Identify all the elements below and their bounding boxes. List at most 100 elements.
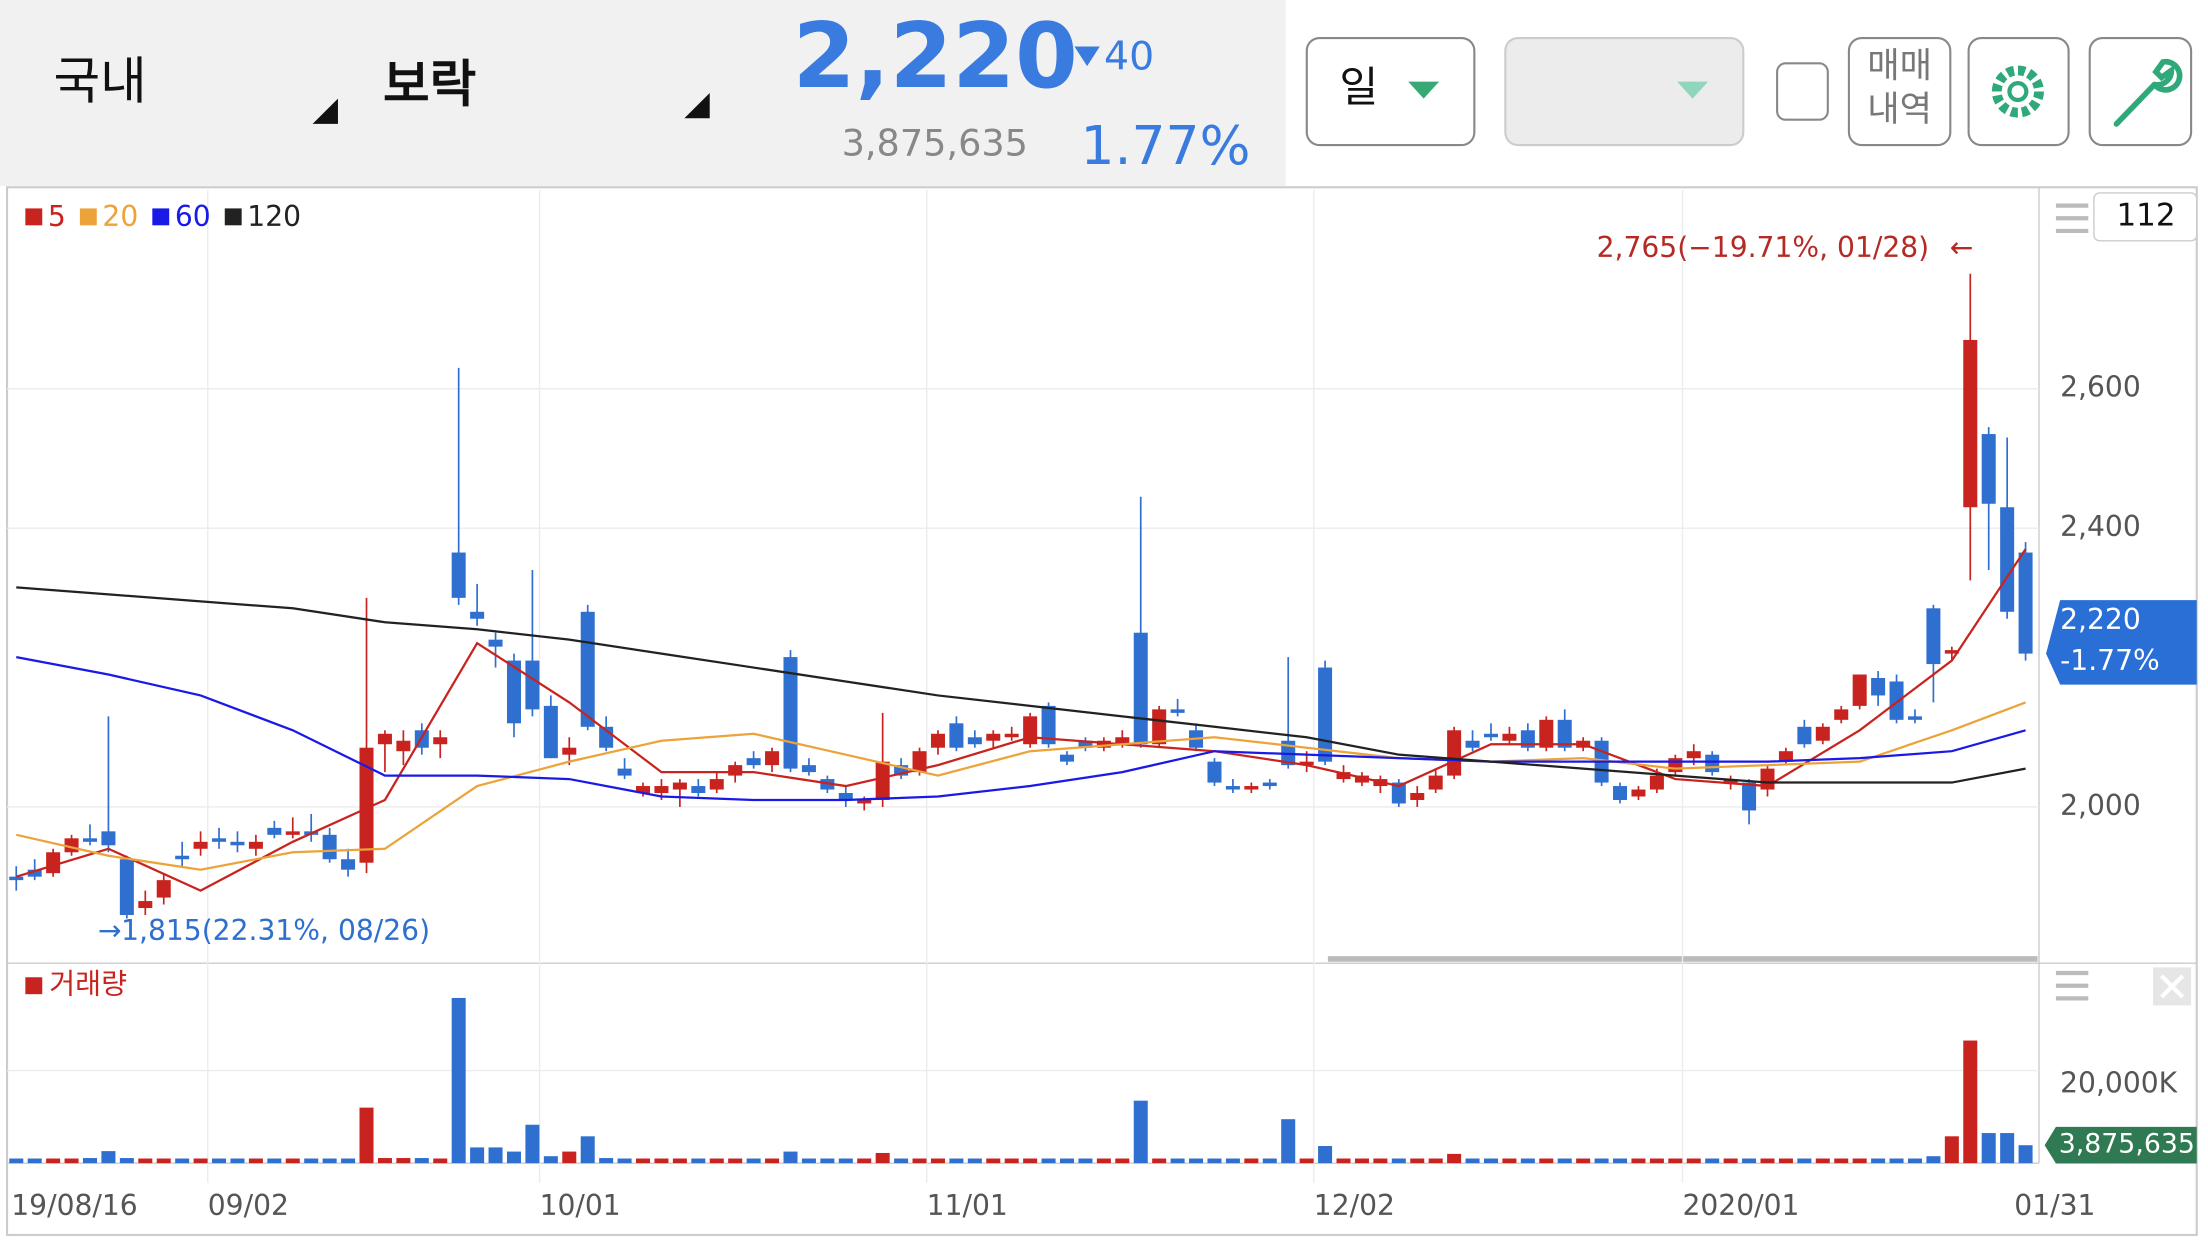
candle-body [1354, 775, 1369, 783]
settings-button[interactable] [1967, 36, 2070, 147]
arrow-icon: ← [1950, 231, 1974, 264]
candle-body [949, 723, 964, 748]
market-select[interactable]: 국내 [54, 51, 147, 110]
volume-bar [1815, 1158, 1830, 1164]
trade-history-label: 내역 [1867, 89, 1932, 130]
tools-button[interactable] [2088, 36, 2193, 147]
volume-bar [1059, 1158, 1075, 1164]
dropdown-arrow [1408, 81, 1440, 99]
volume-bar [1447, 1153, 1462, 1164]
candle-body [672, 782, 687, 790]
candle-body [1152, 709, 1167, 745]
volume: 3,875,635 [842, 122, 1028, 165]
count-box[interactable] [2093, 192, 2198, 242]
volume-bar [1871, 1158, 1886, 1164]
checkbox[interactable] [1776, 62, 1829, 121]
candle-body [857, 799, 872, 804]
candle-body [1926, 608, 1941, 665]
volume-bar [580, 1136, 595, 1164]
volume-bar [2018, 1145, 2033, 1164]
volume-bar [1152, 1158, 1167, 1164]
volume-bar [1244, 1158, 1259, 1164]
stock-select[interactable]: 보락 [383, 54, 476, 113]
candle-body [1225, 786, 1240, 790]
volume-bar [1041, 1158, 1056, 1164]
volume-bar [1115, 1158, 1130, 1164]
candle-body [1299, 761, 1314, 766]
volume-bar [1078, 1158, 1093, 1164]
volume-bar [1723, 1158, 1738, 1164]
x-tick-label: 01/31 [2014, 1189, 2095, 1222]
candle-body [212, 838, 227, 842]
candle-body [1852, 674, 1867, 706]
volume-bar [285, 1158, 300, 1164]
y-tick-label: 2,600 [2060, 371, 2141, 404]
x-tick-label: 12/02 [1314, 1189, 1395, 1222]
candle-body [1889, 681, 1904, 720]
candle-body [341, 859, 356, 870]
moving-average [16, 586, 2026, 784]
x-tick-label: 09/02 [208, 1189, 289, 1222]
volume-bar [138, 1158, 153, 1164]
volume-bar [1483, 1158, 1498, 1164]
volume-bar [1926, 1156, 1941, 1164]
count: 112 [2116, 197, 2175, 233]
volume-bar [1023, 1158, 1038, 1164]
volume-bar [414, 1158, 429, 1164]
moving-average [16, 655, 2026, 802]
period-button[interactable] [1305, 36, 1476, 147]
candle-body [1059, 754, 1075, 762]
volume-title: 거래량 [49, 968, 127, 1001]
indicator-select[interactable] [1504, 36, 1745, 147]
volume-bar [912, 1158, 927, 1164]
candle-body [709, 779, 724, 790]
candle-body [1391, 782, 1406, 804]
close-icon [2160, 974, 2185, 999]
candle-body [1244, 786, 1259, 790]
candle-body [967, 737, 982, 745]
menu-icon[interactable] [2055, 203, 2089, 234]
volume-bar [1410, 1158, 1425, 1164]
candle-body [451, 552, 466, 598]
candle-body [1078, 740, 1093, 748]
candle-body [1041, 705, 1056, 745]
change-pct: 1.77% [1080, 114, 1250, 177]
candle-body [1742, 782, 1757, 811]
volume-bar [875, 1152, 890, 1164]
gear-icon [2007, 80, 2029, 103]
candle-body [1502, 733, 1517, 741]
candle-body [433, 737, 448, 745]
volume-bar [562, 1151, 577, 1164]
candle-body [1981, 434, 1996, 504]
volume-bar [1281, 1119, 1296, 1164]
candle-body [525, 660, 540, 710]
trade-history-button[interactable] [1847, 36, 1952, 147]
moving-average [15, 548, 2027, 892]
volume-bar [64, 1158, 79, 1164]
x-tick-label: 19/08/16 [11, 1189, 137, 1222]
candle-body [138, 901, 153, 909]
volume-bar [322, 1158, 337, 1164]
volume-bar [1539, 1158, 1554, 1164]
candle-body [1096, 740, 1111, 748]
volume-bar [1225, 1158, 1240, 1164]
volume-bar [894, 1158, 909, 1164]
legend-label: 5 [48, 200, 66, 233]
x-tick-label: 11/01 [927, 1189, 1008, 1222]
volume-bar [341, 1158, 356, 1164]
legend-label: 120 [247, 200, 301, 233]
candle-body [1336, 772, 1351, 780]
volume-bar [1207, 1158, 1222, 1164]
volume-bar [1981, 1133, 1996, 1164]
volume-bar [1944, 1136, 1959, 1164]
candle-body [1262, 782, 1277, 787]
candle-body [912, 751, 927, 773]
menu-icon[interactable] [2055, 970, 2089, 1001]
volume-bar [525, 1124, 540, 1164]
volume-bar [470, 1147, 485, 1164]
candle-body [248, 841, 263, 849]
candle-body [1963, 339, 1978, 508]
candle-body [175, 855, 190, 860]
volume-bar [1299, 1158, 1314, 1164]
